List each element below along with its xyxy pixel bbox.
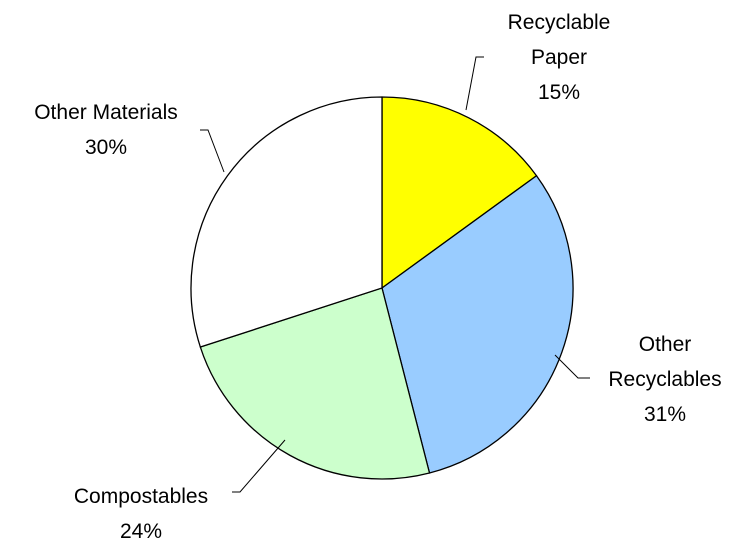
leader-line-other-recyclables [554,354,590,379]
slice-label-line: Recyclable [508,11,611,34]
slice-label-line: Other [639,333,692,356]
leader-line-compostables [232,439,286,493]
slice-percent-label: 30% [85,136,127,159]
slice-label-compostables: Compostables 24% [74,485,208,543]
slice-percent-label: 15% [538,81,580,104]
pie-slice-other-recyclables [381,175,574,474]
slice-percent-label: 24% [120,520,162,543]
leader-line-recyclable-paper [465,56,484,111]
slice-label-line: Paper [531,46,587,69]
slice-label-line: Recyclables [608,368,721,391]
slice-label-line: Compostables [74,485,208,508]
pie-slice-other-materials [190,96,383,348]
slice-label-other-recyclables: Other Recyclables 31% [608,333,721,426]
slice-label-other-materials: Other Materials 30% [34,101,178,159]
pie-slices [190,96,574,480]
pie-slice-compostables [199,287,431,480]
slice-label-recyclable-paper: Recyclable Paper 15% [508,11,611,104]
leader-line-other-materials [200,129,225,173]
slice-percent-label: 31% [644,403,686,426]
pie-slice-recyclable-paper [381,96,538,289]
slice-label-line: Other Materials [34,101,178,124]
